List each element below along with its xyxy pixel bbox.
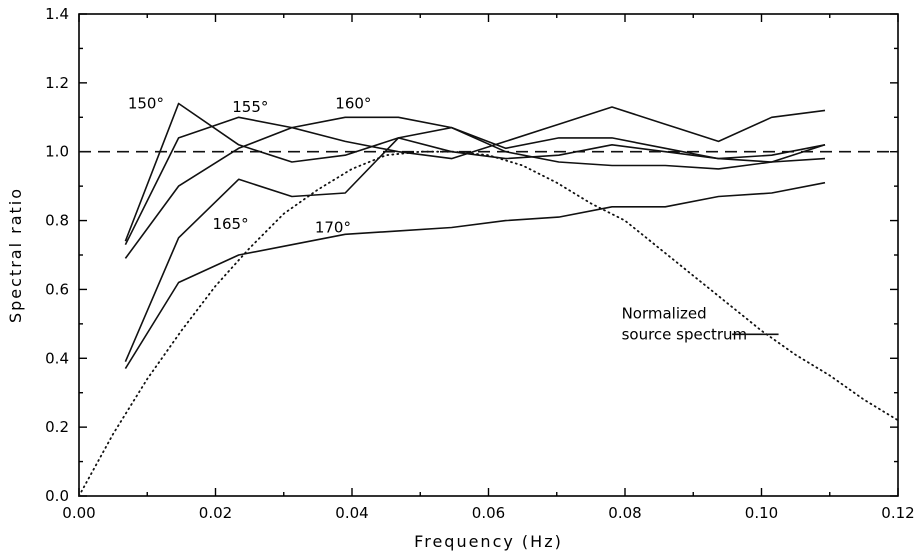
plot-frame <box>78 13 899 497</box>
series-label-160: 160° <box>335 95 371 113</box>
x-tick-label: 0.02 <box>199 504 232 522</box>
y-tick-label: 0.0 <box>45 487 69 505</box>
x-tick-label: 0.06 <box>472 504 505 522</box>
series-label-155: 155° <box>232 98 268 116</box>
y-tick-label: 1.4 <box>45 5 69 23</box>
series-label-170: 170° <box>315 218 351 236</box>
x-tick-label: 0.10 <box>745 504 778 522</box>
x-tick-label: 0.12 <box>881 504 914 522</box>
series-line-155 <box>124 106 826 246</box>
x-tick-label: 0.04 <box>335 504 368 522</box>
y-tick-label: 0.4 <box>45 349 69 367</box>
series-line-160 <box>124 116 826 259</box>
x-tick-label: 0.08 <box>608 504 641 522</box>
y-tick-label: 1.2 <box>45 74 69 92</box>
x-axis-title: Frequency (Hz) <box>414 532 563 551</box>
series-label-165: 165° <box>212 215 248 233</box>
source-spectrum-line <box>78 150 899 497</box>
plot-area: 0.00 0.02 0.04 0.06 0.08 0.10 0.12 0.0 0.2 0.4 0.6… <box>45 5 915 522</box>
series-label-150: 150° <box>128 95 164 113</box>
y-tick-label: 0.6 <box>45 280 69 298</box>
source-spectrum-label-line2: source spectrum <box>622 325 748 343</box>
y-tick-label: 1.0 <box>45 143 69 161</box>
series-line-165 <box>124 126 826 363</box>
y-tick-label: 0.2 <box>45 418 69 436</box>
x-tick-label: 0.00 <box>62 504 95 522</box>
y-tick-label: 0.8 <box>45 212 69 230</box>
y-axis-title: Spectral ratio <box>6 187 25 323</box>
source-spectrum-label-line1: Normalized <box>622 305 707 323</box>
series-line-170 <box>124 181 826 370</box>
